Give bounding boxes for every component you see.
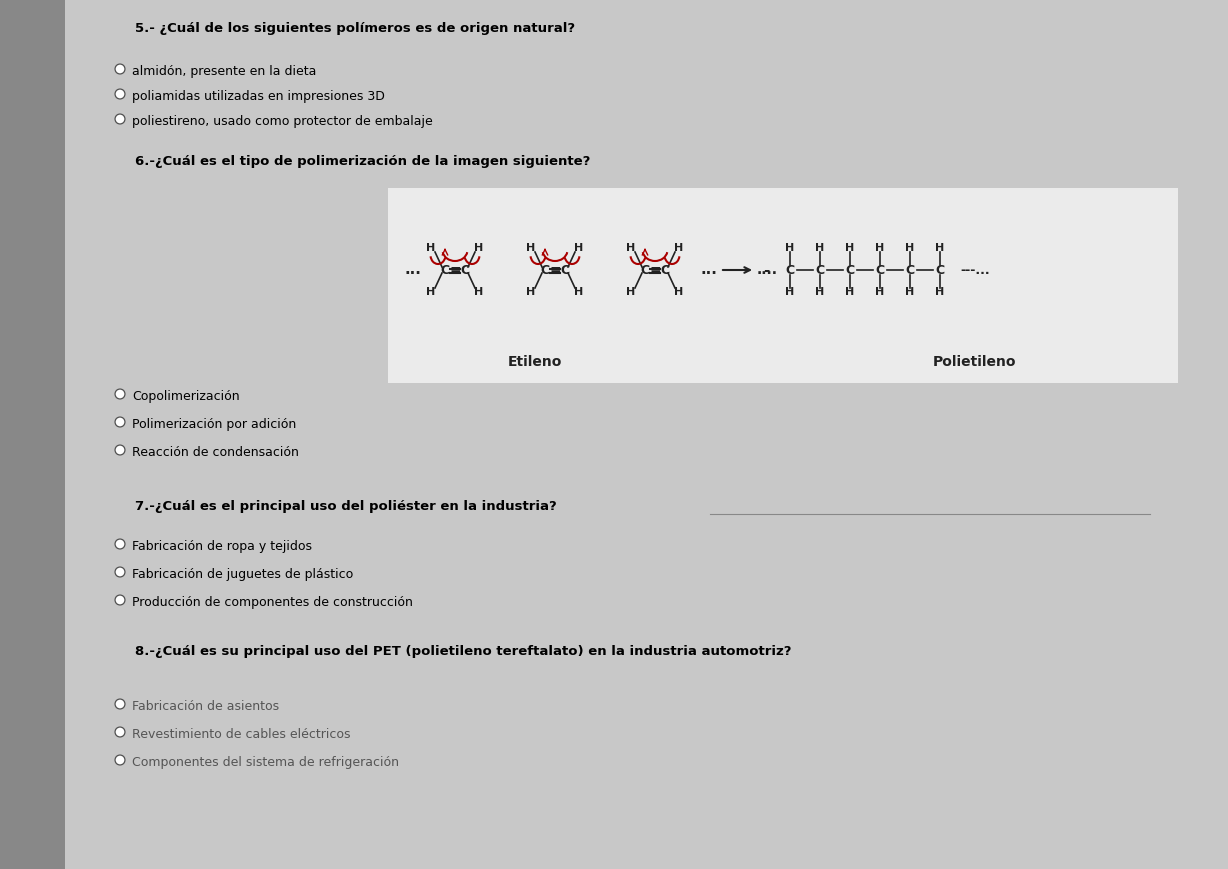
Text: =: =: [449, 263, 460, 277]
Text: Fabricación de juguetes de plástico: Fabricación de juguetes de plástico: [131, 568, 354, 581]
Text: Etileno: Etileno: [508, 355, 562, 369]
Text: 7.-¿Cuál es el principal uso del poliéster en la industria?: 7.-¿Cuál es el principal uso del poliést…: [135, 500, 556, 513]
Circle shape: [115, 699, 125, 709]
Text: Polimerización por adición: Polimerización por adición: [131, 418, 296, 431]
Text: H: H: [786, 287, 795, 297]
Text: C: C: [936, 263, 944, 276]
Text: H: H: [845, 243, 855, 253]
Text: C: C: [641, 263, 650, 276]
Text: C: C: [540, 263, 550, 276]
Text: H: H: [426, 287, 436, 297]
Text: =: =: [650, 263, 661, 277]
Circle shape: [115, 595, 125, 605]
Circle shape: [115, 417, 125, 427]
Text: H: H: [815, 243, 825, 253]
Circle shape: [115, 445, 125, 455]
Text: H: H: [527, 287, 535, 297]
Text: H: H: [936, 287, 944, 297]
Text: Fabricación de asientos: Fabricación de asientos: [131, 700, 279, 713]
Text: H: H: [905, 243, 915, 253]
Circle shape: [115, 539, 125, 549]
Text: Copolimerización: Copolimerización: [131, 390, 239, 403]
Text: C: C: [786, 263, 795, 276]
Text: C: C: [460, 263, 469, 276]
FancyBboxPatch shape: [0, 0, 65, 869]
Text: Fabricación de ropa y tejidos: Fabricación de ropa y tejidos: [131, 540, 312, 553]
Text: H: H: [575, 243, 583, 253]
Text: ...: ...: [405, 262, 422, 277]
Circle shape: [115, 727, 125, 737]
Circle shape: [115, 89, 125, 99]
Text: H: H: [575, 287, 583, 297]
Text: Revestimiento de cables eléctricos: Revestimiento de cables eléctricos: [131, 728, 350, 741]
Text: H: H: [786, 243, 795, 253]
Text: C: C: [876, 263, 884, 276]
Text: C: C: [845, 263, 855, 276]
Text: Producción de componentes de construcción: Producción de componentes de construcció…: [131, 596, 413, 609]
Text: poliestireno, usado como protector de embalaje: poliestireno, usado como protector de em…: [131, 115, 432, 128]
Text: H: H: [815, 287, 825, 297]
Text: 8.-¿Cuál es su principal uso del PET (polietileno tereftalato) en la industria a: 8.-¿Cuál es su principal uso del PET (po…: [135, 645, 792, 658]
Text: almidón, presente en la dieta: almidón, presente en la dieta: [131, 65, 317, 78]
Text: H: H: [876, 287, 884, 297]
Text: H: H: [474, 243, 484, 253]
Text: H: H: [905, 287, 915, 297]
Text: ...: ...: [700, 262, 717, 277]
Text: Componentes del sistema de refrigeración: Componentes del sistema de refrigeración: [131, 756, 399, 769]
Text: C: C: [441, 263, 449, 276]
Text: H: H: [674, 287, 684, 297]
Text: H: H: [845, 287, 855, 297]
Text: H: H: [626, 287, 636, 297]
Text: H: H: [876, 243, 884, 253]
Text: 6.-¿Cuál es el tipo de polimerización de la imagen siguiente?: 6.-¿Cuál es el tipo de polimerización de…: [135, 155, 591, 168]
Text: H: H: [626, 243, 636, 253]
Text: Polietileno: Polietileno: [933, 355, 1017, 369]
Text: 5.- ¿Cuál de los siguientes polímeros es de origen natural?: 5.- ¿Cuál de los siguientes polímeros es…: [135, 22, 575, 35]
Text: C: C: [560, 263, 570, 276]
Circle shape: [115, 114, 125, 124]
Circle shape: [115, 64, 125, 74]
Circle shape: [115, 567, 125, 577]
Circle shape: [115, 389, 125, 399]
Text: C: C: [905, 263, 915, 276]
Text: Reacción de condensación: Reacción de condensación: [131, 446, 298, 459]
Text: ---...: ---...: [960, 263, 990, 276]
Text: C: C: [815, 263, 824, 276]
Text: C: C: [661, 263, 669, 276]
Circle shape: [115, 755, 125, 765]
Text: H: H: [936, 243, 944, 253]
Text: =: =: [549, 263, 561, 277]
Text: H: H: [474, 287, 484, 297]
FancyBboxPatch shape: [388, 188, 1178, 383]
Text: H: H: [674, 243, 684, 253]
Text: ....: ....: [756, 263, 779, 277]
Text: H: H: [527, 243, 535, 253]
Text: poliamidas utilizadas en impresiones 3D: poliamidas utilizadas en impresiones 3D: [131, 90, 384, 103]
Text: H: H: [426, 243, 436, 253]
Text: -: -: [764, 262, 770, 277]
